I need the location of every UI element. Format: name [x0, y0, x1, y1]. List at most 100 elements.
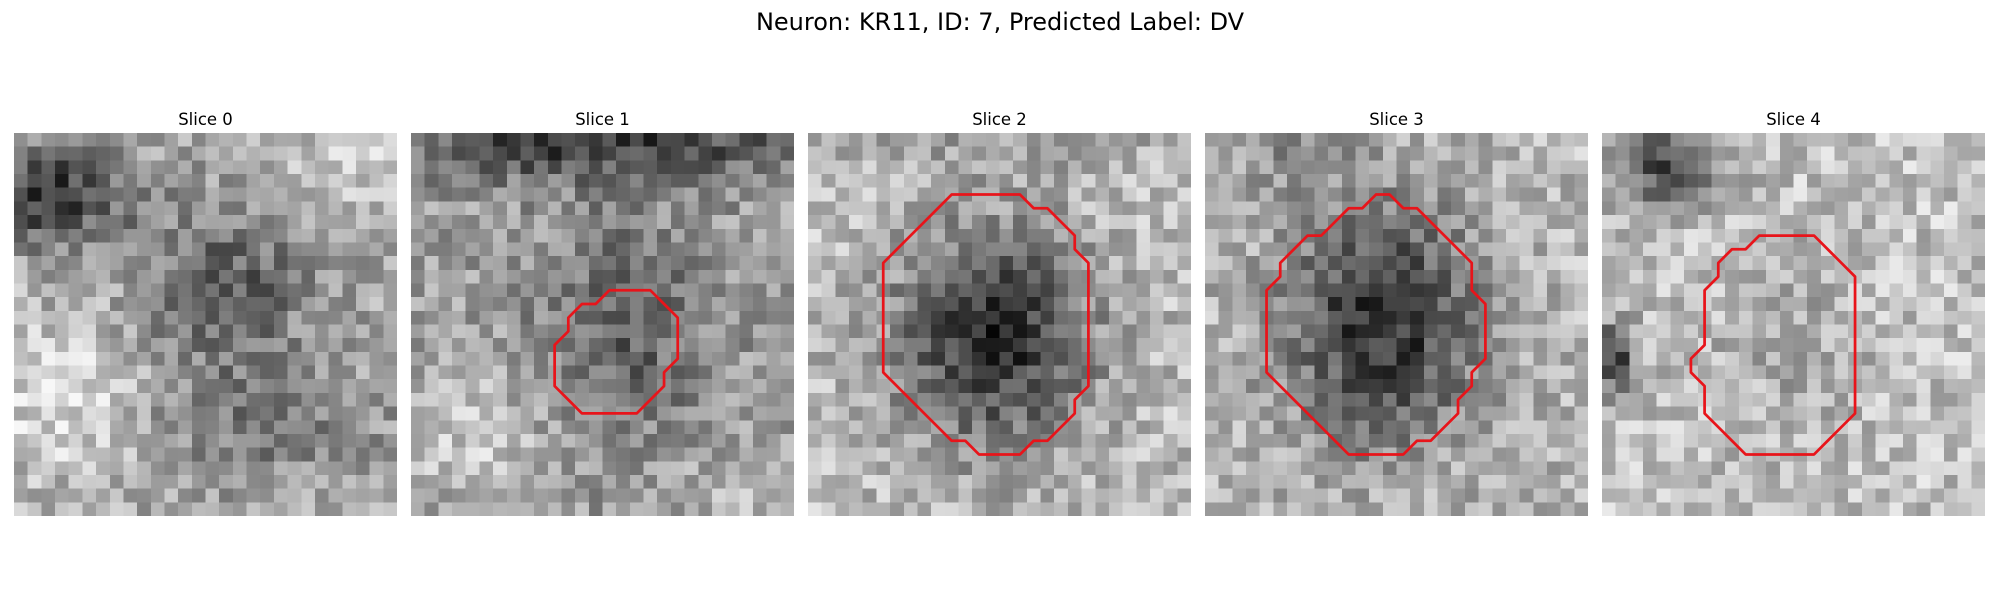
slice-2-pixel — [1095, 420, 1110, 435]
slice-1-pixel — [479, 447, 494, 462]
slice-0-pixel — [328, 406, 343, 421]
slice-3-pixel — [1560, 228, 1575, 243]
slice-4-pixel — [1807, 174, 1822, 188]
slice-1-pixel — [629, 256, 644, 271]
slice-0-pixel — [27, 160, 42, 175]
slice-4-pixel — [1875, 488, 1890, 503]
slice-2-pixel — [999, 310, 1014, 325]
slice-2-pixel — [903, 502, 918, 516]
slice-0-pixel — [219, 228, 234, 243]
slice-0-pixel — [164, 324, 179, 339]
slice-2-pixel — [931, 474, 946, 489]
slice-4-pixel — [1916, 488, 1931, 503]
slice-4-pixel — [1861, 488, 1876, 503]
slice-1-pixel — [588, 228, 603, 243]
slice-3-pixel — [1464, 420, 1479, 435]
slice-0-pixel — [164, 447, 179, 462]
slice-2-pixel — [1013, 310, 1028, 325]
slice-3-pixel — [1451, 502, 1466, 516]
slice-2-pixel — [1095, 269, 1110, 284]
slice-1-pixel — [629, 365, 644, 380]
slice-3-pixel — [1492, 461, 1507, 476]
slice-0-pixel — [96, 256, 111, 271]
slice-2-pixel — [1026, 474, 1041, 489]
slice-3-pixel — [1287, 488, 1302, 503]
slice-1-pixel — [711, 242, 726, 257]
slice-1-pixel — [424, 310, 439, 325]
slice-0-pixel — [314, 256, 329, 271]
slice-0-pixel — [14, 228, 28, 243]
slice-4-pixel — [1957, 187, 1972, 202]
slice-3-pixel — [1423, 351, 1438, 366]
slice-1-pixel — [438, 242, 453, 257]
slice-2-pixel — [903, 433, 918, 448]
slice-1-pixel — [506, 283, 521, 298]
slice-2-pixel — [958, 474, 973, 489]
slice-3-pixel — [1246, 215, 1260, 230]
slice-4-pixel — [1902, 338, 1917, 353]
slice-0-pixel — [287, 379, 302, 394]
slice-1-pixel — [766, 461, 781, 476]
slice-2-pixel — [1013, 297, 1028, 312]
slice-3-pixel — [1259, 242, 1274, 257]
slice-1-pixel — [520, 461, 535, 476]
slice-0-pixel — [82, 187, 97, 202]
slice-3-pixel — [1355, 433, 1370, 448]
slice-2-pixel — [917, 324, 932, 339]
slice-2-pixel — [1163, 201, 1178, 216]
slice-3-pixel — [1505, 461, 1520, 476]
slice-4-pixel — [1957, 351, 1972, 366]
slice-2-pixel — [1108, 283, 1123, 298]
slice-1-pixel — [479, 283, 494, 298]
slice-1-pixel — [684, 201, 699, 216]
slice-2-pixel — [876, 420, 891, 435]
slice-3-pixel — [1232, 324, 1247, 339]
slice-4-pixel — [1848, 256, 1863, 271]
slice-0-pixel — [55, 146, 69, 161]
slice-4-pixel — [1779, 160, 1794, 175]
slice-2-pixel — [849, 174, 863, 188]
slice-2-pixel — [931, 174, 946, 188]
slice-4-pixel — [1943, 488, 1958, 503]
slice-2-pixel — [835, 215, 850, 230]
slice-0-pixel — [301, 215, 316, 230]
slice-4-pixel — [1738, 133, 1753, 147]
slice-4-pixel — [1629, 187, 1644, 202]
slice-1-pixel — [629, 215, 644, 230]
slice-4-pixel — [1957, 433, 1972, 448]
slice-4-pixel — [1684, 474, 1699, 489]
slice-2-pixel — [944, 160, 959, 175]
slice-4-pixel — [1875, 283, 1890, 298]
slice-1-pixel — [534, 474, 549, 489]
slice-1-pixel — [752, 351, 767, 366]
slice-1-pixel — [424, 461, 439, 476]
slice-4-pixel — [1670, 365, 1685, 380]
slice-0-pixel — [342, 502, 357, 516]
slice-0-pixel — [14, 297, 28, 312]
slice-1-pixel — [698, 324, 713, 339]
slice-0-pixel — [14, 174, 28, 188]
slice-2-pixel — [903, 174, 918, 188]
slice-1-pixel — [725, 283, 740, 298]
slice-1-pixel — [629, 201, 644, 216]
slice-4-pixel — [1902, 324, 1917, 339]
slice-4-pixel — [1943, 242, 1958, 257]
slice-3-pixel — [1410, 242, 1425, 257]
slice-3-pixels — [1205, 133, 1588, 516]
slice-0-pixel — [383, 201, 397, 216]
slice-3-pixel — [1382, 310, 1397, 325]
slice-3-pixel — [1314, 447, 1329, 462]
slice-3-pixel — [1533, 502, 1548, 516]
slice-4-pixel — [1834, 338, 1849, 353]
slice-2-pixel — [1122, 461, 1137, 476]
slice-0-pixel — [232, 338, 247, 353]
slice-2-pixel — [808, 324, 822, 339]
slice-4-pixel — [1807, 420, 1822, 435]
slice-2-pixel — [931, 146, 946, 161]
slice-3-pixel — [1546, 269, 1561, 284]
slice-1-pixel — [752, 365, 767, 380]
slice-0-pixel — [205, 447, 220, 462]
slice-2-pixel — [1163, 392, 1178, 407]
slice-3-pixel — [1533, 488, 1548, 503]
slice-3-pixel — [1273, 338, 1288, 353]
